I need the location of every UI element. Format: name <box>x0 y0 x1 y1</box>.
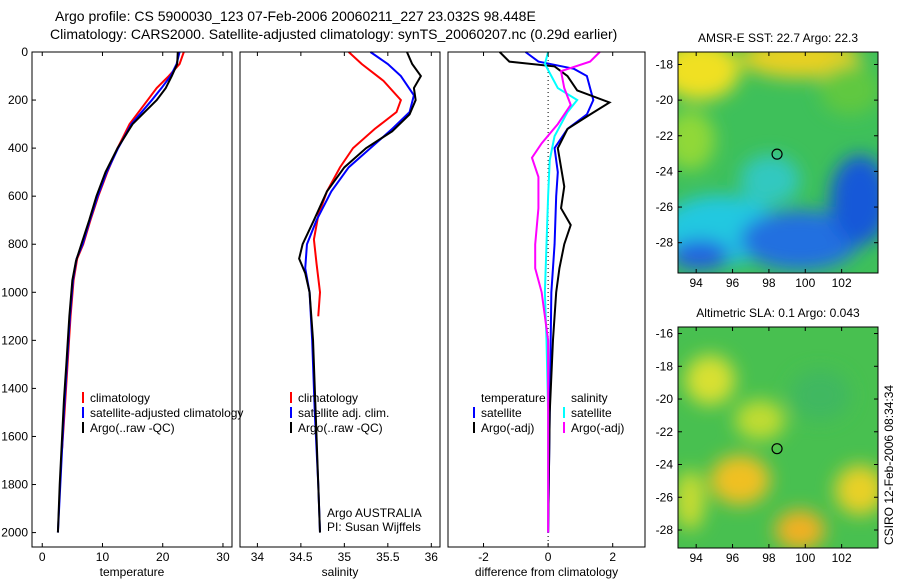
legend-label: satellite <box>571 406 612 420</box>
y-tick-label: 800 <box>8 237 28 251</box>
legend-swatch <box>473 407 475 418</box>
sst-map <box>678 52 878 273</box>
x-tick-label: 100 <box>795 551 815 565</box>
x-tick-label: 35 <box>338 550 352 564</box>
legend-swatch <box>563 407 565 418</box>
argo-position-marker <box>771 148 783 160</box>
annotation: PI: Susan Wijffels <box>327 520 421 534</box>
sst-title: AMSR-E SST: 22.7 Argo: 22.3 <box>698 31 858 45</box>
salinity-axes-box <box>239 51 441 548</box>
x-tick-label: 2 <box>609 550 616 564</box>
x-tick-label: 100 <box>795 276 815 290</box>
temperature-xlabel: temperature <box>100 565 165 579</box>
x-tick-label: 36 <box>425 550 439 564</box>
legend-swatch <box>290 422 292 433</box>
legend-label: Argo(-adj) <box>481 421 534 435</box>
y-tick-label: 1400 <box>1 381 28 395</box>
x-tick-label: 35.5 <box>376 550 400 564</box>
y-tick-label: 600 <box>8 189 28 203</box>
sla-axes-box <box>677 326 879 549</box>
legend-swatch <box>473 422 475 433</box>
y-tick-label: 1200 <box>1 333 28 347</box>
y-tick-label: -28 <box>656 236 674 250</box>
legend-label: climatology <box>298 391 358 405</box>
legend-header: temperature <box>481 391 546 405</box>
legend-label: Argo(..raw -QC) <box>90 421 175 435</box>
y-tick-label: -22 <box>656 425 674 439</box>
sla-map <box>678 327 878 548</box>
temperature-axes-box <box>31 51 233 548</box>
difference-xlabel: difference from climatology <box>475 565 618 579</box>
legend-label: Argo(-adj) <box>571 421 624 435</box>
x-tick-label: 98 <box>762 551 776 565</box>
y-tick-label: -22 <box>656 129 674 143</box>
salinity-xlabel: salinity <box>322 565 359 579</box>
legend-label: Argo(..raw -QC) <box>298 421 383 435</box>
legend-swatch <box>290 392 292 403</box>
y-tick-label: -28 <box>656 523 674 537</box>
temperature-series-2 <box>56 51 179 533</box>
y-tick-label: -26 <box>656 490 674 504</box>
salinity-series-0 <box>312 51 403 317</box>
legend-label: satellite <box>481 406 522 420</box>
title-line-1: Argo profile: CS 5900030_123 07-Feb-2006… <box>55 8 536 24</box>
title-line-2: Climatology: CARS2000. Satellite-adjuste… <box>50 26 618 42</box>
x-tick-label: -2 <box>478 550 489 564</box>
y-tick-label: 1800 <box>1 478 28 492</box>
legend-swatch <box>563 422 565 433</box>
x-tick-label: 10 <box>96 550 110 564</box>
legend-label: satellite adj. clim. <box>298 406 389 420</box>
x-tick-label: 34.5 <box>289 550 313 564</box>
x-tick-label: 96 <box>726 551 740 565</box>
difference-series-0 <box>524 51 595 533</box>
legend-label: climatology <box>90 391 150 405</box>
x-tick-label: 34 <box>251 550 265 564</box>
y-tick-label: -16 <box>656 327 674 341</box>
legend-swatch <box>82 422 84 433</box>
x-tick-label: 102 <box>832 551 852 565</box>
legend-label: satellite-adjusted climatology <box>90 406 243 420</box>
legend-swatch <box>82 392 84 403</box>
y-tick-label: -18 <box>656 57 674 71</box>
x-tick-label: 102 <box>832 276 852 290</box>
y-tick-label: -24 <box>656 458 674 472</box>
x-tick-label: 96 <box>726 276 740 290</box>
x-tick-label: 98 <box>762 276 776 290</box>
y-tick-label: -20 <box>656 93 674 107</box>
y-tick-label: 1000 <box>1 285 28 299</box>
temperature-series-1 <box>56 51 181 533</box>
x-tick-label: 94 <box>690 276 704 290</box>
y-tick-label: 1600 <box>1 429 28 443</box>
legend-header: salinity <box>571 391 608 405</box>
side-label: CSIRO 12-Feb-2006 08:34:34 <box>882 385 896 545</box>
x-tick-label: 20 <box>156 550 170 564</box>
y-tick-label: 200 <box>8 93 28 107</box>
argo-position-marker <box>771 443 783 455</box>
difference-series-3 <box>530 51 601 533</box>
x-tick-label: 0 <box>39 550 46 564</box>
y-tick-label: -24 <box>656 164 674 178</box>
y-tick-label: -18 <box>656 359 674 373</box>
y-tick-label: -20 <box>656 392 674 406</box>
x-tick-label: 94 <box>690 551 704 565</box>
sst-axes-box <box>677 51 879 274</box>
salinity-series-2 <box>298 51 423 533</box>
sla-title: Altimetric SLA: 0.1 Argo: 0.043 <box>696 306 860 320</box>
y-tick-label: 0 <box>21 45 28 59</box>
legend-swatch <box>82 407 84 418</box>
salinity-series-1 <box>304 51 415 533</box>
y-tick-label: 2000 <box>1 526 28 540</box>
y-tick-label: -26 <box>656 200 674 214</box>
difference-axes-box <box>447 51 646 548</box>
y-tick-label: 400 <box>8 141 28 155</box>
x-tick-label: 30 <box>216 550 230 564</box>
difference-series-1 <box>498 51 612 533</box>
legend-swatch <box>290 407 292 418</box>
annotation: Argo AUSTRALIA <box>327 506 422 520</box>
x-tick-label: 0 <box>545 550 552 564</box>
